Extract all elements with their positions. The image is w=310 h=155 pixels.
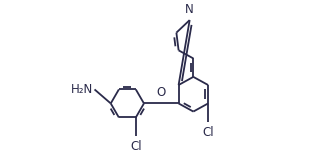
Text: O: O xyxy=(156,86,166,99)
Text: N: N xyxy=(185,3,194,16)
Text: Cl: Cl xyxy=(202,126,214,139)
Text: H₂N: H₂N xyxy=(71,83,93,96)
Text: Cl: Cl xyxy=(130,140,142,153)
